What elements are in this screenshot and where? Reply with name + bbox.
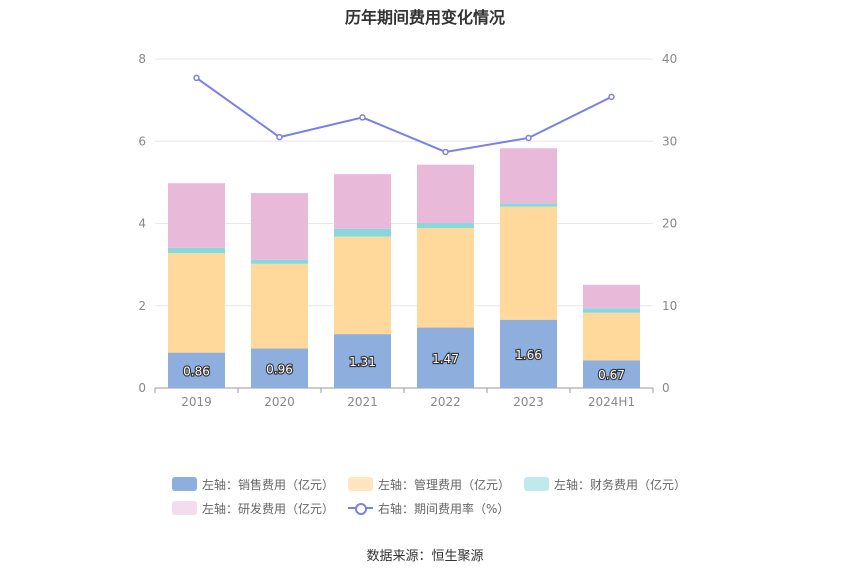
legend-label-rd: 左轴：研发费用（亿元） <box>202 501 335 516</box>
line-series-point <box>525 134 532 142</box>
chart-title: 历年期间费用变化情况 <box>344 8 505 27</box>
bar-segment-0 <box>168 352 225 388</box>
bar-data-label: 0.86 <box>183 364 210 378</box>
right-axis-tick-label: 40 <box>662 52 677 66</box>
bar-segment-0 <box>251 348 308 388</box>
bar-segment-3 <box>583 284 640 309</box>
bar-data-label: 0.96 <box>266 362 293 376</box>
legend-label-finance: 左轴：财务费用（亿元） <box>554 477 687 492</box>
legend-label-sales: 左轴：销售费用（亿元） <box>202 477 335 492</box>
bar-data-label: 1.66 <box>515 348 542 362</box>
bar-segment-1 <box>583 312 640 361</box>
bar-segment-2 <box>417 223 474 229</box>
chart-legend: 左轴：销售费用（亿元） 左轴：管理费用（亿元） 左轴：财务费用（亿元） 左轴：研… <box>172 472 702 520</box>
legend-swatch-sales <box>172 477 197 491</box>
legend-item-rd[interactable]: 左轴：研发费用（亿元） <box>172 500 334 517</box>
x-axis-tick-label: 2021 <box>347 395 378 409</box>
right-axis-tick-label: 10 <box>662 299 677 313</box>
bar-segment-0 <box>334 334 391 388</box>
source-note: 数据来源：恒生聚源 <box>366 549 484 564</box>
bar-data-label: 1.31 <box>349 355 376 369</box>
bar-segment-2 <box>334 228 391 237</box>
legend-swatch-admin <box>348 477 374 491</box>
bar-segment-2 <box>168 247 225 254</box>
left-axis-tick-label: 2 <box>138 299 146 313</box>
legend-item-finance[interactable]: 左轴：财务费用（亿元） <box>524 476 686 493</box>
legend-swatch-expense-rate <box>348 501 374 515</box>
bar-segment-0 <box>500 319 557 388</box>
bar-segment-1 <box>500 206 557 320</box>
bar-segment-1 <box>334 236 391 335</box>
left-axis-tick-label: 8 <box>138 52 146 66</box>
x-axis-tick-label: 2024H1 <box>588 395 635 409</box>
left-axis-tick-label: 6 <box>138 134 146 148</box>
x-axis-tick-label: 2020 <box>264 395 295 409</box>
legend-item-expense-rate[interactable]: 右轴：期间费用率（%） <box>348 500 509 517</box>
line-series-point <box>359 114 366 121</box>
x-axis-tick-label: 2023 <box>513 395 544 409</box>
legend-item-admin[interactable]: 左轴：管理费用（亿元） <box>348 476 510 493</box>
line-series-point <box>442 148 449 156</box>
x-axis-tick-label: 2019 <box>181 395 212 409</box>
bar-segment-3 <box>168 183 225 248</box>
bar-data-label: 1.47 <box>432 352 459 366</box>
bar-segment-3 <box>417 164 474 224</box>
bar-segment-3 <box>500 148 557 204</box>
legend-item-sales[interactable]: 左轴：销售费用（亿元） <box>172 476 334 493</box>
bar-segment-1 <box>251 263 308 349</box>
right-axis-tick-label: 20 <box>662 217 677 231</box>
x-axis-tick-label: 2022 <box>430 395 461 409</box>
legend-swatch-finance <box>524 477 550 491</box>
bar-segment-0 <box>583 360 640 388</box>
bar-segment-2 <box>583 308 640 313</box>
line-series-point <box>193 74 200 82</box>
bar-segment-3 <box>251 193 308 260</box>
right-axis-tick-label: 0 <box>662 381 670 395</box>
left-axis-tick-label: 0 <box>138 381 146 395</box>
bar-segment-1 <box>168 253 225 353</box>
legend-label-admin: 左轴：管理费用（亿元） <box>378 477 511 492</box>
bar-data-label: 0.67 <box>598 368 625 382</box>
right-axis-tick-label: 30 <box>662 134 677 148</box>
bar-segment-1 <box>417 228 474 328</box>
legend-label-expense-rate: 右轴：期间费用率（%） <box>378 501 510 516</box>
line-series-path <box>195 77 612 153</box>
bar-segment-2 <box>251 259 308 264</box>
left-axis-tick-label: 4 <box>138 217 146 231</box>
bar-segment-2 <box>500 203 557 207</box>
line-series-point <box>608 93 615 101</box>
legend-swatch-rd <box>172 501 197 515</box>
line-series-point <box>276 133 283 141</box>
bar-segment-3 <box>334 174 391 229</box>
bar-segment-0 <box>417 327 474 388</box>
